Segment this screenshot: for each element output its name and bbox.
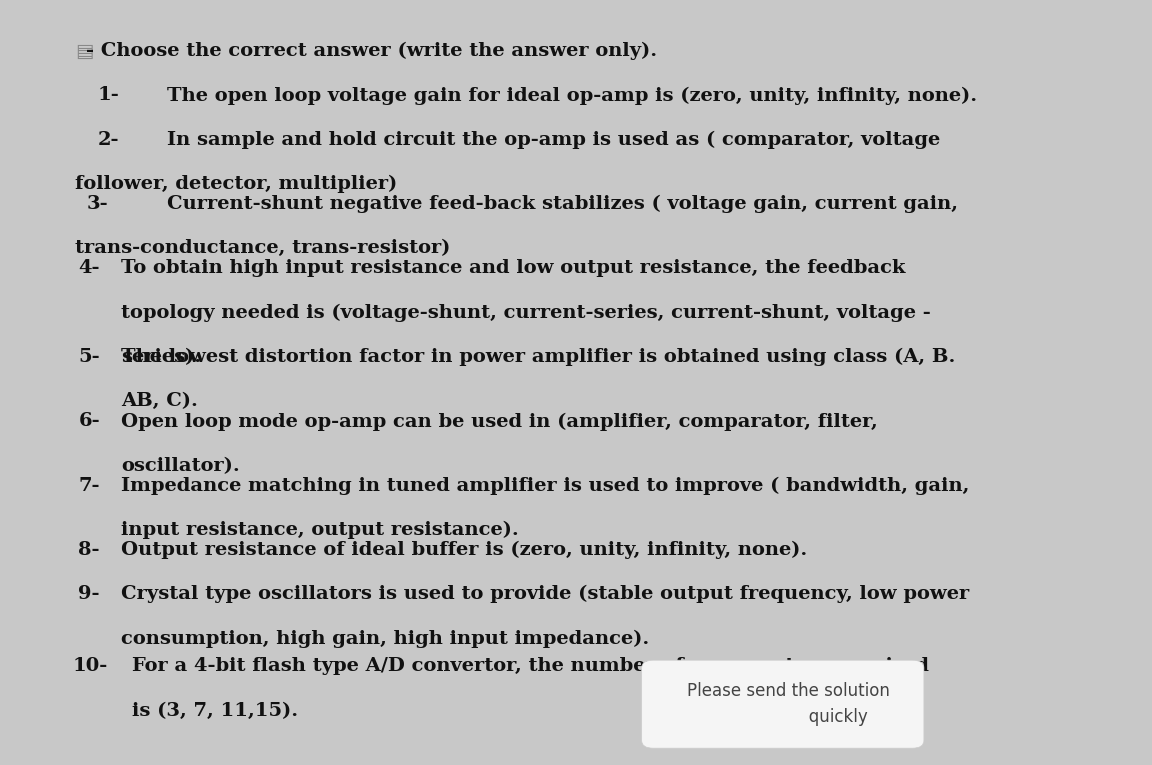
Text: Current-shunt negative feed-back stabilizes ( voltage gain, current gain,: Current-shunt negative feed-back stabili… xyxy=(167,195,958,213)
Text: 9-: 9- xyxy=(78,585,100,604)
Text: 10-: 10- xyxy=(73,657,108,675)
Text: is (3, 7, 11,15).: is (3, 7, 11,15). xyxy=(132,702,298,720)
Text: oscillator).: oscillator). xyxy=(121,457,240,475)
Text: 1-: 1- xyxy=(98,86,120,105)
Text: 2-: 2- xyxy=(98,131,120,149)
Text: The open loop voltage gain for ideal op-amp is (zero, unity, infinity, none).: The open loop voltage gain for ideal op-… xyxy=(167,86,977,105)
Text: 8-: 8- xyxy=(78,541,100,559)
Text: trans-conductance, trans-resistor): trans-conductance, trans-resistor) xyxy=(75,239,450,258)
Text: series).: series). xyxy=(121,348,202,366)
Text: 5-: 5- xyxy=(78,348,100,366)
Text: ▤: ▤ xyxy=(75,42,93,61)
Text: consumption, high gain, high input impedance).: consumption, high gain, high input imped… xyxy=(121,630,650,648)
Text: Impedance matching in tuned amplifier is used to improve ( bandwidth, gain,: Impedance matching in tuned amplifier is… xyxy=(121,477,969,495)
Text: In sample and hold circuit the op-amp is used as ( comparator, voltage: In sample and hold circuit the op-amp is… xyxy=(167,131,940,149)
Text: AB, C).: AB, C). xyxy=(121,392,198,411)
Text: Crystal type oscillators is used to provide (stable output frequency, low power: Crystal type oscillators is used to prov… xyxy=(121,585,969,604)
Text: Output resistance of ideal buffer is (zero, unity, infinity, none).: Output resistance of ideal buffer is (ze… xyxy=(121,541,808,559)
Text: - Choose the correct answer (write the answer only).: - Choose the correct answer (write the a… xyxy=(86,42,658,60)
Text: Open loop mode op-amp can be used in (amplifier, comparator, filter,: Open loop mode op-amp can be used in (am… xyxy=(121,412,878,431)
Text: To obtain high input resistance and low output resistance, the feedback: To obtain high input resistance and low … xyxy=(121,259,905,278)
Text: For a 4-bit flash type A/D convertor, the number of comparators required: For a 4-bit flash type A/D convertor, th… xyxy=(132,657,930,675)
Text: 6-: 6- xyxy=(78,412,100,431)
Text: 3-: 3- xyxy=(86,195,108,213)
Text: input resistance, output resistance).: input resistance, output resistance). xyxy=(121,521,518,539)
FancyBboxPatch shape xyxy=(642,660,924,748)
Text: The lowest distortion factor in power amplifier is obtained using class (A, B.: The lowest distortion factor in power am… xyxy=(121,348,955,366)
Text: Please send the solution
                   quickly: Please send the solution quickly xyxy=(687,682,890,727)
Text: topology needed is (voltage-shunt, current-series, current-shunt, voltage -: topology needed is (voltage-shunt, curre… xyxy=(121,304,931,322)
Text: follower, detector, multiplier): follower, detector, multiplier) xyxy=(75,175,397,194)
Text: 7-: 7- xyxy=(78,477,100,495)
Text: 4-: 4- xyxy=(78,259,100,278)
